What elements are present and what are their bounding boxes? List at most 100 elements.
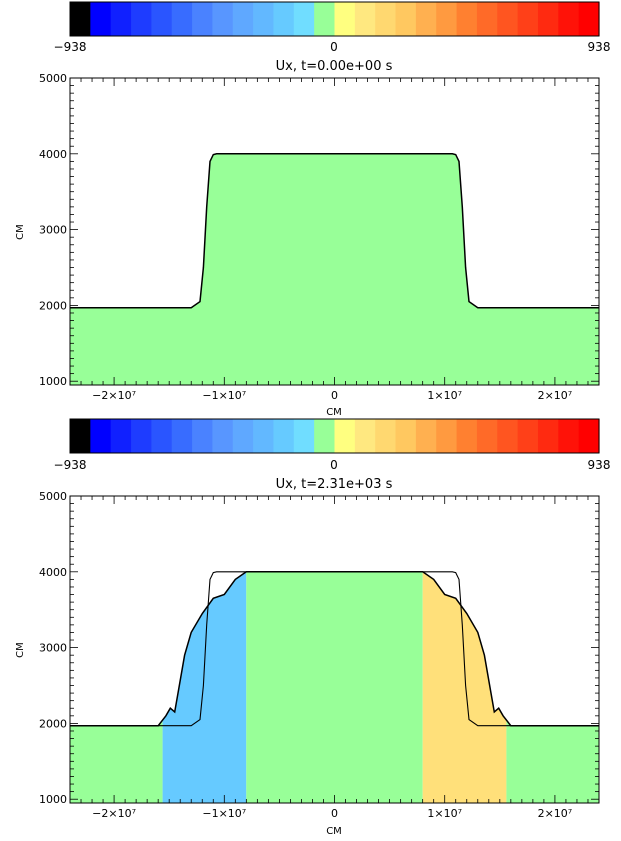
surface-profile-line bbox=[70, 153, 599, 309]
y-tick-label: 4000 bbox=[39, 566, 67, 579]
colorbar-cell bbox=[232, 419, 254, 453]
colorbar-cell bbox=[293, 2, 315, 36]
colorbar-cell bbox=[171, 2, 193, 36]
filled-region bbox=[506, 720, 599, 803]
colorbar-cell bbox=[375, 419, 397, 453]
chart-panel-bottom: Ux, t=2.31e+03 s −2×10⁷ −1×10⁷ 0 1×10⁷ 2×10⁷… bbox=[15, 477, 600, 837]
x-axis-label: CM bbox=[326, 407, 342, 418]
colorbar-cell bbox=[354, 419, 376, 453]
colorbar-cell bbox=[293, 419, 315, 453]
colorbar-max-label: 938 bbox=[588, 40, 611, 54]
x-tick-label: 1×10⁷ bbox=[427, 807, 462, 820]
chart-title: Ux, t=2.31e+03 s bbox=[276, 477, 393, 492]
colorbar-cell bbox=[232, 2, 254, 36]
colorbar-cell bbox=[456, 419, 478, 453]
x-tick-label: −1×10⁷ bbox=[202, 807, 246, 820]
colorbar-cell bbox=[110, 419, 132, 453]
initial-profile-line bbox=[70, 571, 599, 727]
filled-regions bbox=[70, 571, 599, 803]
colorbar-mid-label: 0 bbox=[330, 40, 338, 54]
colorbar-cell bbox=[314, 2, 336, 36]
filled-region bbox=[162, 571, 247, 803]
filled-region bbox=[246, 571, 423, 803]
colorbar-cell bbox=[253, 2, 275, 36]
colorbar-cell bbox=[578, 2, 600, 36]
filled-region bbox=[70, 720, 163, 803]
colorbar-cell bbox=[395, 2, 417, 36]
colorbar-cell bbox=[151, 2, 173, 36]
x-tick-label: 1×10⁷ bbox=[427, 389, 462, 402]
colorbar-cell bbox=[578, 419, 600, 453]
axis-ticks: −2×10⁷ −1×10⁷ 0 1×10⁷ 2×10⁷ 1000 2000 3000 4000 5… bbox=[39, 490, 600, 820]
chart-title: Ux, t=0.00e+00 s bbox=[276, 59, 393, 74]
colorbar-cell bbox=[476, 419, 498, 453]
colorbar-cell bbox=[415, 419, 437, 453]
colorbar-cell bbox=[517, 2, 539, 36]
colorbar-cell bbox=[110, 2, 132, 36]
y-tick-label: 1000 bbox=[39, 375, 67, 388]
colorbar-cell bbox=[90, 419, 112, 453]
colorbar-cell bbox=[354, 2, 376, 36]
colorbar-cell bbox=[476, 2, 498, 36]
axis-ticks: −2×10⁷ −1×10⁷ 0 1×10⁷ 2×10⁷ 1000 2000 3000 4000 5… bbox=[39, 72, 600, 402]
filled-region bbox=[422, 571, 507, 803]
x-tick-label: 2×10⁷ bbox=[538, 389, 573, 402]
x-tick-label: −2×10⁷ bbox=[92, 807, 136, 820]
y-tick-label: 5000 bbox=[39, 72, 67, 85]
colorbar-bottom: −938 0 938 bbox=[54, 418, 611, 472]
y-tick-label: 3000 bbox=[39, 642, 67, 655]
colorbar-cell bbox=[131, 419, 152, 453]
colorbar-cell bbox=[395, 419, 417, 453]
colorbar-cell bbox=[497, 419, 519, 453]
colorbar-cell bbox=[334, 2, 356, 36]
colorbar-cell bbox=[212, 2, 234, 36]
x-tick-label: 2×10⁷ bbox=[538, 807, 573, 820]
colorbar-cell bbox=[192, 2, 214, 36]
colorbar-max-label: 938 bbox=[588, 458, 611, 472]
colorbar-min-label: −938 bbox=[54, 458, 87, 472]
y-tick-label: 2000 bbox=[39, 299, 67, 312]
colorbar-cell bbox=[253, 419, 275, 453]
colorbar-cell bbox=[171, 419, 193, 453]
colorbar-cell bbox=[273, 419, 295, 453]
y-tick-label: 1000 bbox=[39, 793, 67, 806]
x-axis-label: CM bbox=[326, 826, 342, 837]
colorbar-cell bbox=[436, 419, 458, 453]
y-tick-label: 5000 bbox=[39, 490, 67, 503]
colorbar-cell bbox=[334, 419, 356, 453]
colorbar-cell bbox=[537, 2, 559, 36]
x-tick-label: 0 bbox=[331, 389, 338, 402]
colorbar-cell bbox=[70, 2, 91, 36]
colorbar-cell bbox=[375, 2, 397, 36]
colorbar-frame bbox=[69, 418, 600, 454]
colorbar-min-label: −938 bbox=[54, 40, 87, 54]
colorbar-cell bbox=[192, 419, 214, 453]
y-tick-label: 4000 bbox=[39, 148, 67, 161]
colorbar-cell bbox=[212, 419, 234, 453]
y-tick-label: 3000 bbox=[39, 224, 67, 237]
colorbar-cells bbox=[70, 2, 600, 36]
colorbar-top: −938 0 938 bbox=[54, 1, 611, 54]
colorbar-cell bbox=[436, 2, 458, 36]
colorbar-cell bbox=[517, 419, 539, 453]
colorbar-cell bbox=[558, 419, 580, 453]
x-tick-label: 0 bbox=[331, 807, 338, 820]
chart-panel-top: Ux, t=0.00e+00 s −2×10⁷ −1×10⁷ 0 1×10⁷ 2×10⁷… bbox=[15, 59, 600, 418]
colorbar-cells bbox=[70, 419, 600, 453]
y-axis-label: CM bbox=[15, 642, 26, 658]
colorbar-cell bbox=[558, 2, 580, 36]
y-axis-label: CM bbox=[15, 224, 26, 240]
colorbar-cell bbox=[537, 419, 559, 453]
colorbar-cell bbox=[90, 2, 112, 36]
x-tick-label: −2×10⁷ bbox=[92, 389, 136, 402]
colorbar-frame bbox=[69, 1, 600, 37]
colorbar-mid-label: 0 bbox=[330, 458, 338, 472]
colorbar-cell bbox=[456, 2, 478, 36]
colorbar-cell bbox=[273, 2, 295, 36]
colorbar-cell bbox=[415, 2, 437, 36]
filled-region-zero bbox=[70, 153, 599, 385]
y-tick-label: 2000 bbox=[39, 717, 67, 730]
x-tick-label: −1×10⁷ bbox=[202, 389, 246, 402]
colorbar-cell bbox=[70, 419, 91, 453]
